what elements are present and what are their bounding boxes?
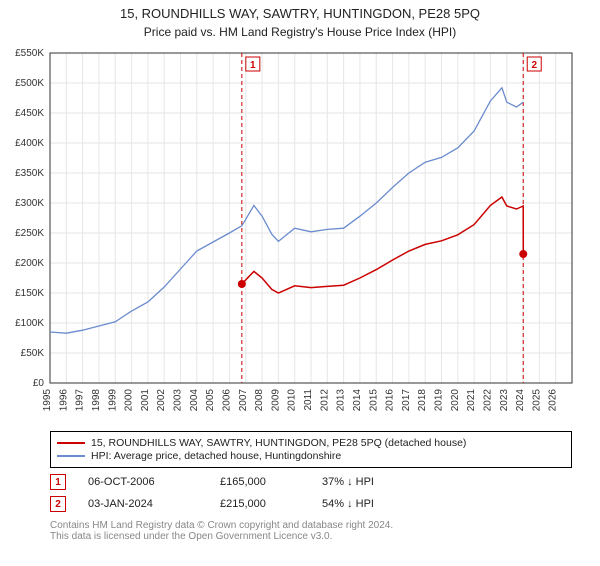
x-tick-label: 2015: [368, 389, 379, 412]
price-chart: £0 £50K £100K £150K £200K £250K £300K £350K £400…: [0, 45, 600, 425]
y-tick-label: £400K: [15, 138, 44, 149]
sale-badge-number: 2: [531, 60, 537, 71]
x-tick-label: 1999: [107, 389, 118, 412]
x-tick-label: 2006: [221, 389, 232, 412]
x-tick-label: 2014: [352, 389, 363, 412]
page-title-2: Price paid vs. HM Land Registry's House …: [0, 25, 600, 39]
x-tick-label: 2026: [548, 389, 559, 412]
x-tick-label: 2019: [434, 389, 445, 412]
x-tick-label: 2011: [303, 389, 314, 411]
y-tick-label: £450K: [15, 108, 44, 119]
x-tick-label: 2009: [270, 389, 281, 412]
y-tick-label: £250K: [15, 228, 44, 239]
sale-row-badge: 1: [50, 474, 66, 490]
x-tick-label: 2016: [385, 389, 396, 412]
y-tick-label: £50K: [21, 348, 45, 359]
legend-swatch: [57, 455, 85, 457]
sale-marker: [519, 250, 527, 258]
footer-line-2: This data is licensed under the Open Gov…: [50, 531, 572, 542]
y-tick-label: £0: [33, 378, 45, 389]
x-tick-label: 2012: [319, 389, 330, 412]
sale-marker: [238, 280, 246, 288]
x-tick-label: 1997: [75, 389, 86, 412]
x-tick-label: 2001: [140, 389, 151, 412]
x-tick-label: 2024: [515, 389, 526, 412]
x-tick-label: 2005: [205, 389, 216, 412]
sale-row: 2 03-JAN-2024 £215,000 54% ↓ HPI: [50, 496, 572, 512]
legend-swatch: [57, 442, 85, 444]
x-tick-label: 2003: [173, 389, 184, 412]
y-tick-label: £100K: [15, 318, 44, 329]
x-tick-label: 2002: [156, 389, 167, 412]
legend-label: 15, ROUNDHILLS WAY, SAWTRY, HUNTINGDON, …: [91, 437, 466, 449]
footer-line-1: Contains HM Land Registry data © Crown c…: [50, 520, 572, 531]
x-tick-label: 2018: [417, 389, 428, 412]
sale-row: 1 06-OCT-2006 £165,000 37% ↓ HPI: [50, 474, 572, 490]
x-tick-label: 1998: [91, 389, 102, 412]
page-title-1: 15, ROUNDHILLS WAY, SAWTRY, HUNTINGDON, …: [0, 6, 600, 21]
x-tick-label: 2022: [482, 389, 493, 412]
sale-date: 03-JAN-2024: [88, 498, 198, 510]
sale-row-badge: 2: [50, 496, 66, 512]
sale-diff: 54% ↓ HPI: [322, 498, 462, 510]
x-tick-label: 2000: [124, 389, 135, 412]
y-tick-label: £500K: [15, 78, 44, 89]
x-tick-label: 2010: [287, 389, 298, 412]
x-tick-label: 2004: [189, 389, 200, 412]
legend: 15, ROUNDHILLS WAY, SAWTRY, HUNTINGDON, …: [50, 431, 572, 468]
sale-diff: 37% ↓ HPI: [322, 476, 462, 488]
x-tick-label: 2013: [336, 389, 347, 412]
y-tick-label: £300K: [15, 198, 44, 209]
legend-label: HPI: Average price, detached house, Hunt…: [91, 450, 341, 462]
y-tick-label: £550K: [15, 48, 44, 59]
x-tick-label: 1995: [42, 389, 53, 412]
sale-price: £215,000: [220, 498, 300, 510]
x-tick-label: 2017: [401, 389, 412, 412]
sale-badge-number: 1: [250, 60, 256, 71]
y-tick-label: £200K: [15, 258, 44, 269]
legend-item: 15, ROUNDHILLS WAY, SAWTRY, HUNTINGDON, …: [57, 437, 565, 449]
y-tick-label: £150K: [15, 288, 44, 299]
x-tick-label: 2025: [531, 389, 542, 412]
x-tick-label: 2008: [254, 389, 265, 412]
legend-item: HPI: Average price, detached house, Hunt…: [57, 450, 565, 462]
sale-date: 06-OCT-2006: [88, 476, 198, 488]
sale-price: £165,000: [220, 476, 300, 488]
x-tick-label: 1996: [58, 389, 69, 412]
x-tick-label: 2020: [450, 389, 461, 412]
x-tick-label: 2021: [466, 389, 477, 412]
footer: Contains HM Land Registry data © Crown c…: [50, 520, 572, 542]
x-tick-label: 2023: [499, 389, 510, 412]
x-tick-label: 2007: [238, 389, 249, 412]
y-tick-label: £350K: [15, 168, 44, 179]
